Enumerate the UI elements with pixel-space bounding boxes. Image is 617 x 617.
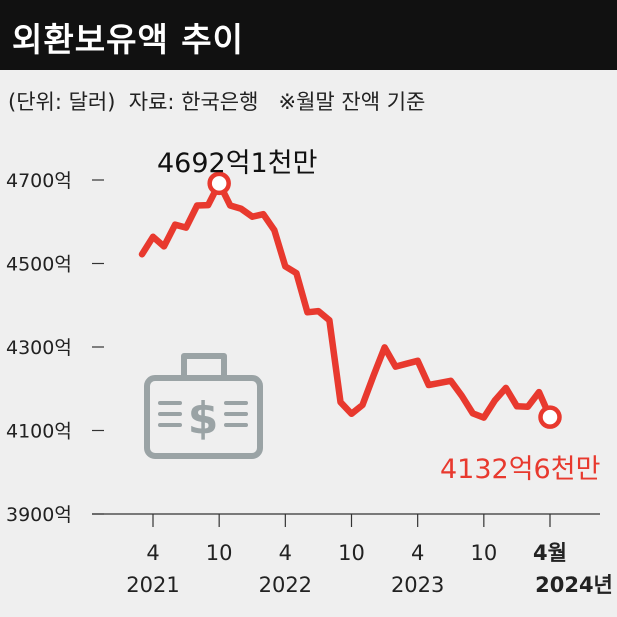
x-year-label: 2024년: [535, 573, 613, 597]
y-tick-label: 4100억: [6, 421, 72, 443]
peak-label: 4692억1천만: [157, 148, 317, 179]
y-tick-label: 4700억: [6, 170, 72, 192]
x-tick-label: 10: [206, 541, 233, 565]
unit-label: (단위: 달러): [8, 90, 116, 114]
series-line: [138, 180, 554, 421]
money-briefcase-icon: $: [144, 353, 263, 459]
x-tick-label: 4: [279, 541, 292, 565]
y-tick-label: 4500억: [6, 254, 72, 276]
y-tick-label: 3900억: [6, 504, 72, 526]
x-year-label: 2022: [259, 573, 312, 597]
svg-text:$: $: [188, 393, 219, 444]
peak-marker: [207, 171, 231, 196]
chart-subtitle: (단위: 달러) 자료: 한국은행 ※월말 잔액 기준: [8, 86, 425, 116]
x-tick-label: 10: [470, 541, 497, 565]
x-tick-label: 4: [411, 541, 424, 565]
y-tick-label: 4300억: [6, 337, 72, 359]
x-tick-label: 4: [146, 541, 159, 565]
x-tick-label: 10: [338, 541, 365, 565]
source-label: 자료: 한국은행: [128, 90, 259, 114]
header-bar: 외환보유액 추이: [0, 0, 617, 70]
chart-title: 외환보유액 추이: [12, 20, 245, 59]
x-year-label: 2023: [391, 573, 444, 597]
x-year-label: 2021: [126, 573, 179, 597]
latest-label: 4132억6천만: [440, 454, 600, 485]
basis-note: ※월말 잔액 기준: [278, 90, 426, 114]
latest-marker: [538, 405, 562, 429]
x-tick-label: 4월: [533, 541, 567, 565]
